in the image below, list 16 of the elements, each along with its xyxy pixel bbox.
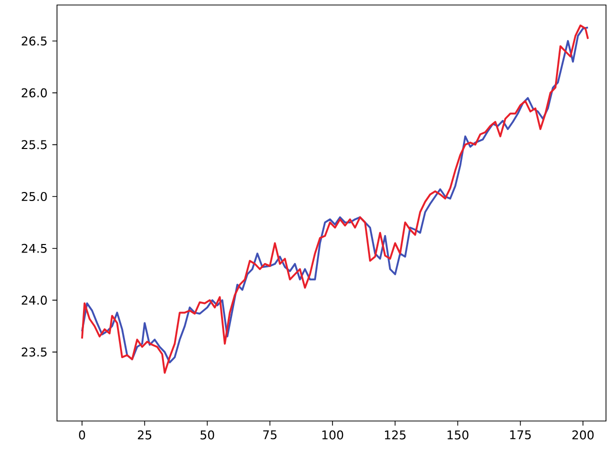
x-tick-label: 50 — [200, 430, 214, 440]
y-tick-label: 24.0 — [22, 296, 47, 305]
y-tick-label: 26.5 — [22, 36, 47, 46]
x-tick-label: 150 — [448, 430, 468, 440]
x-tick-label: 175 — [510, 430, 531, 440]
x-tick-label: 100 — [322, 430, 344, 440]
y-tick-label: 25.5 — [22, 140, 47, 150]
y-tick-label: 23.5 — [22, 348, 47, 357]
x-tick-label: 25 — [138, 430, 152, 440]
x-tick-label: 75 — [263, 430, 276, 440]
x-tick-label: 125 — [384, 430, 406, 440]
y-tick-label: 25.0 — [22, 192, 47, 202]
y-tick-label: 26.0 — [22, 88, 47, 98]
x-tick-label: 0 — [79, 430, 86, 440]
x-tick-label: 200 — [572, 430, 594, 440]
y-tick-label: 24.5 — [22, 244, 47, 253]
